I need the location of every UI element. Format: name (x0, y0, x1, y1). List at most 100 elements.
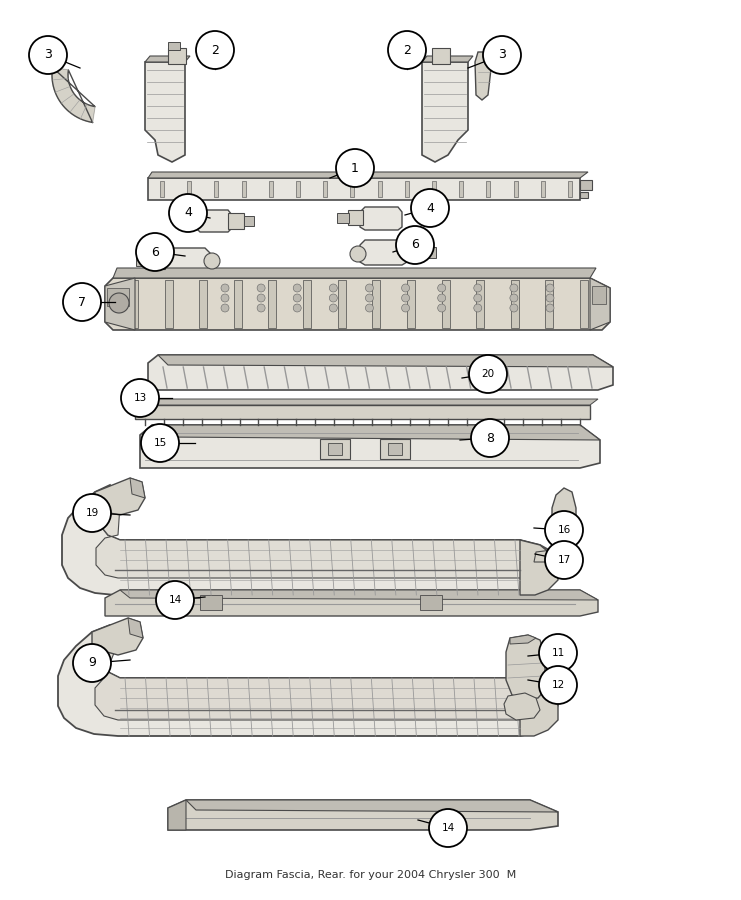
Circle shape (438, 284, 445, 292)
Text: 13: 13 (133, 393, 147, 403)
Circle shape (545, 541, 583, 579)
Bar (380, 439, 410, 459)
Polygon shape (590, 278, 610, 330)
Bar (320, 439, 350, 459)
Circle shape (546, 294, 554, 302)
Bar (148, 178, 580, 200)
Circle shape (156, 581, 194, 619)
Text: 3: 3 (498, 49, 506, 61)
Circle shape (469, 355, 507, 393)
Bar (328, 443, 342, 455)
Polygon shape (476, 280, 484, 328)
Bar (568, 181, 572, 197)
Polygon shape (135, 399, 598, 405)
Circle shape (365, 294, 373, 302)
Polygon shape (303, 280, 311, 328)
Polygon shape (52, 68, 95, 122)
Bar (459, 181, 463, 197)
Bar (150, 251, 165, 269)
Text: 6: 6 (151, 246, 159, 258)
Circle shape (141, 424, 179, 462)
Circle shape (257, 294, 265, 302)
Circle shape (545, 511, 583, 549)
Text: 4: 4 (184, 206, 192, 220)
Circle shape (329, 284, 337, 292)
Text: 6: 6 (411, 238, 419, 251)
Bar (432, 181, 436, 197)
Circle shape (63, 283, 101, 321)
Text: 14: 14 (442, 823, 455, 833)
Polygon shape (96, 505, 554, 578)
Polygon shape (520, 678, 558, 736)
Text: 14: 14 (168, 595, 182, 605)
Bar (107, 288, 129, 306)
Polygon shape (520, 540, 558, 595)
Polygon shape (199, 280, 207, 328)
Circle shape (29, 36, 67, 74)
Polygon shape (95, 638, 555, 720)
Bar (160, 181, 164, 197)
Bar (422, 247, 436, 258)
Polygon shape (130, 478, 145, 498)
Circle shape (221, 304, 229, 312)
Circle shape (510, 304, 518, 312)
Bar (200, 595, 222, 610)
Bar (486, 181, 491, 197)
Polygon shape (130, 280, 138, 328)
Circle shape (510, 284, 518, 292)
Polygon shape (92, 618, 143, 655)
Circle shape (438, 294, 445, 302)
Polygon shape (145, 62, 185, 162)
Circle shape (471, 419, 509, 457)
Bar (388, 443, 402, 455)
Polygon shape (158, 355, 613, 367)
Bar (244, 216, 254, 226)
Polygon shape (128, 618, 143, 638)
Circle shape (546, 304, 554, 312)
Bar (420, 595, 442, 610)
Circle shape (73, 494, 111, 532)
Polygon shape (152, 425, 600, 440)
Circle shape (196, 31, 234, 69)
Polygon shape (196, 210, 232, 232)
Polygon shape (58, 625, 558, 736)
Circle shape (293, 294, 302, 302)
Text: 2: 2 (403, 43, 411, 57)
Polygon shape (442, 280, 450, 328)
Circle shape (429, 809, 467, 847)
Circle shape (396, 226, 434, 264)
Circle shape (438, 304, 445, 312)
Bar (135, 405, 590, 419)
Circle shape (257, 304, 265, 312)
Bar (242, 181, 245, 197)
Bar (269, 181, 273, 197)
Polygon shape (105, 278, 610, 330)
Bar (580, 180, 592, 190)
Circle shape (473, 304, 482, 312)
Circle shape (388, 31, 426, 69)
Polygon shape (338, 280, 346, 328)
Polygon shape (504, 693, 540, 720)
Polygon shape (105, 278, 135, 330)
Polygon shape (407, 280, 415, 328)
Circle shape (257, 284, 265, 292)
Bar (378, 181, 382, 197)
Polygon shape (580, 280, 588, 328)
Polygon shape (120, 590, 598, 600)
Circle shape (329, 304, 337, 312)
Bar (592, 286, 606, 304)
Circle shape (109, 293, 129, 313)
Polygon shape (148, 355, 613, 390)
Polygon shape (422, 62, 468, 162)
Circle shape (73, 644, 111, 682)
Circle shape (121, 379, 159, 417)
Polygon shape (113, 268, 596, 278)
Text: 9: 9 (88, 656, 96, 670)
Text: 17: 17 (557, 555, 571, 565)
Polygon shape (545, 280, 554, 328)
Bar (432, 48, 450, 64)
Circle shape (293, 304, 302, 312)
Circle shape (473, 294, 482, 302)
Circle shape (473, 284, 482, 292)
Polygon shape (475, 52, 492, 100)
